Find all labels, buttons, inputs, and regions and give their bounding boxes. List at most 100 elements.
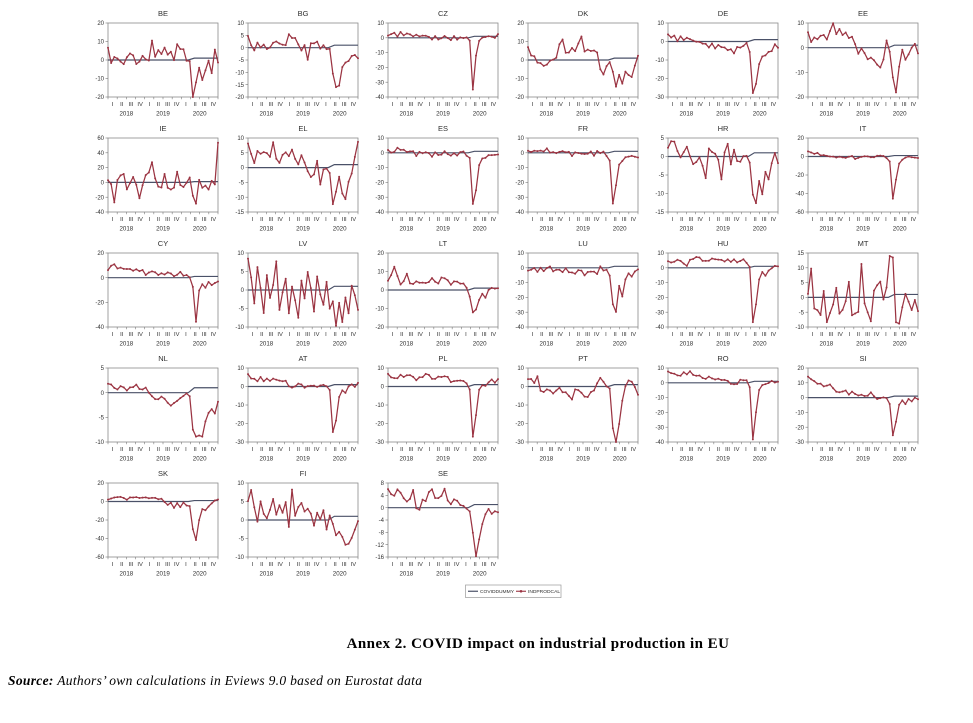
- svg-text:III: III: [202, 562, 207, 568]
- svg-text:EE: EE: [858, 9, 868, 18]
- svg-text:10: 10: [377, 21, 384, 27]
- svg-text:II: II: [157, 217, 161, 223]
- svg-text:III: III: [128, 102, 133, 108]
- svg-text:5: 5: [241, 270, 245, 276]
- svg-text:III: III: [408, 332, 413, 338]
- svg-text:2018: 2018: [399, 571, 413, 578]
- svg-text:2018: 2018: [679, 341, 693, 348]
- svg-text:I: I: [568, 102, 570, 108]
- svg-text:IV: IV: [277, 102, 283, 108]
- svg-text:I: I: [568, 447, 570, 453]
- svg-text:Annex 2. COVID impact on indus: Annex 2. COVID impact on industrial prod…: [347, 636, 730, 652]
- svg-text:I: I: [185, 102, 187, 108]
- svg-text:2020: 2020: [473, 226, 487, 233]
- svg-text:0: 0: [241, 166, 245, 172]
- svg-text:II: II: [753, 217, 757, 223]
- svg-text:II: II: [540, 217, 544, 223]
- svg-text:IV: IV: [417, 447, 423, 453]
- svg-text:-10: -10: [515, 403, 524, 409]
- svg-text:II: II: [437, 102, 441, 108]
- svg-text:IV: IV: [874, 447, 880, 453]
- svg-text:IV: IV: [837, 332, 843, 338]
- svg-text:2020: 2020: [333, 456, 347, 463]
- svg-text:-20: -20: [655, 296, 664, 302]
- svg-text:II: II: [753, 332, 757, 338]
- svg-text:0: 0: [241, 385, 245, 391]
- svg-text:2020: 2020: [193, 341, 207, 348]
- svg-text:-20: -20: [515, 422, 524, 428]
- svg-text:I: I: [672, 102, 674, 108]
- svg-text:-30: -30: [375, 80, 384, 86]
- svg-text:I: I: [325, 447, 327, 453]
- svg-text:II: II: [717, 332, 721, 338]
- svg-text:IV: IV: [594, 447, 600, 453]
- svg-text:III: III: [305, 102, 310, 108]
- svg-text:I: I: [288, 102, 290, 108]
- svg-text:10: 10: [517, 366, 524, 372]
- svg-text:20: 20: [377, 251, 384, 257]
- svg-text:I: I: [672, 447, 674, 453]
- svg-text:IV: IV: [874, 102, 880, 108]
- svg-text:II: II: [857, 447, 861, 453]
- svg-text:2020: 2020: [473, 571, 487, 578]
- svg-text:2019: 2019: [436, 226, 450, 233]
- svg-text:II: II: [437, 562, 441, 568]
- svg-text:2018: 2018: [679, 456, 693, 463]
- svg-text:IV: IV: [837, 217, 843, 223]
- svg-text:I: I: [428, 102, 430, 108]
- svg-text:III: III: [688, 332, 693, 338]
- svg-text:I: I: [392, 447, 394, 453]
- svg-text:II: II: [717, 217, 721, 223]
- svg-text:5: 5: [241, 151, 245, 157]
- svg-text:IV: IV: [697, 332, 703, 338]
- svg-text:2018: 2018: [399, 341, 413, 348]
- svg-text:IV: IV: [174, 562, 180, 568]
- svg-text:II: II: [297, 332, 301, 338]
- svg-text:IV: IV: [351, 562, 357, 568]
- svg-text:III: III: [828, 217, 833, 223]
- svg-text:2018: 2018: [259, 111, 273, 118]
- svg-text:II: II: [473, 102, 477, 108]
- svg-text:II: II: [333, 102, 337, 108]
- svg-text:III: III: [202, 217, 207, 223]
- svg-text:10: 10: [377, 270, 384, 276]
- svg-text:0: 0: [241, 46, 245, 52]
- svg-text:III: III: [482, 102, 487, 108]
- svg-text:I: I: [672, 332, 674, 338]
- svg-text:2020: 2020: [753, 226, 767, 233]
- svg-text:EL: EL: [298, 124, 307, 133]
- svg-text:5: 5: [241, 500, 245, 506]
- svg-text:IV: IV: [557, 217, 563, 223]
- svg-text:I: I: [812, 332, 814, 338]
- svg-text:II: II: [680, 447, 684, 453]
- svg-text:-10: -10: [655, 192, 664, 198]
- svg-text:III: III: [165, 102, 170, 108]
- svg-text:10: 10: [97, 40, 104, 46]
- svg-text:IV: IV: [137, 562, 143, 568]
- svg-text:III: III: [408, 447, 413, 453]
- svg-text:II: II: [297, 447, 301, 453]
- svg-text:2018: 2018: [119, 111, 133, 118]
- svg-text:III: III: [688, 217, 693, 223]
- svg-text:2020: 2020: [893, 226, 907, 233]
- svg-text:II: II: [297, 217, 301, 223]
- svg-text:IV: IV: [314, 102, 320, 108]
- svg-text:2018: 2018: [119, 571, 133, 578]
- svg-text:-20: -20: [235, 95, 244, 101]
- svg-text:III: III: [445, 102, 450, 108]
- svg-text:2020: 2020: [333, 226, 347, 233]
- svg-text:IV: IV: [314, 447, 320, 453]
- svg-text:0: 0: [801, 296, 805, 302]
- svg-text:II: II: [193, 447, 197, 453]
- svg-text:II: II: [717, 102, 721, 108]
- svg-text:III: III: [688, 102, 693, 108]
- svg-text:4: 4: [381, 493, 385, 499]
- svg-text:IV: IV: [417, 562, 423, 568]
- svg-text:-30: -30: [375, 440, 384, 446]
- svg-text:IV: IV: [491, 102, 497, 108]
- svg-text:-10: -10: [235, 70, 244, 76]
- svg-text:2020: 2020: [893, 111, 907, 118]
- svg-text:2019: 2019: [296, 341, 310, 348]
- svg-text:I: I: [112, 562, 114, 568]
- svg-text:CZ: CZ: [438, 9, 448, 18]
